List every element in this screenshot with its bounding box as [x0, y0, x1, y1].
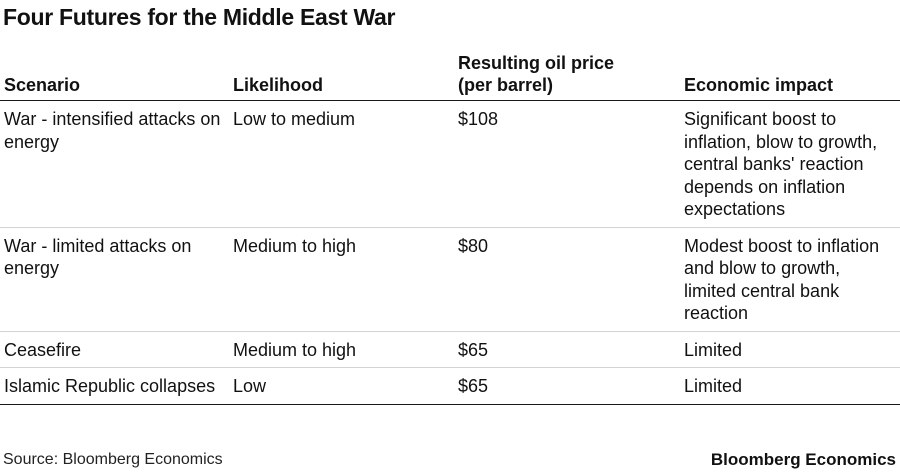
cell-oil-price: $108: [454, 100, 680, 228]
cell-scenario: War - intensified attacks on energy: [0, 100, 229, 228]
cell-likelihood: Low: [229, 367, 454, 405]
table-row: War - intensified attacks on energy Low …: [0, 100, 900, 228]
cell-economic-impact: Significant boost to inflation, blow to …: [680, 100, 900, 228]
cell-oil-price: $80: [454, 227, 680, 332]
cell-economic-impact: Limited: [680, 331, 900, 368]
cell-oil-price: $65: [454, 367, 680, 405]
header-scenario: Scenario: [0, 46, 229, 101]
table-row: Ceasefire Medium to high $65 Limited: [0, 331, 900, 368]
page-title: Four Futures for the Middle East War: [3, 4, 396, 30]
scenario-table: Scenario Likelihood Resulting oil price …: [0, 46, 900, 405]
cell-economic-impact: Modest boost to inflation and blow to gr…: [680, 227, 900, 332]
header-economic-impact: Economic impact: [680, 46, 900, 101]
cell-economic-impact: Limited: [680, 367, 900, 405]
cell-likelihood: Medium to high: [229, 227, 454, 332]
header-oil-price: Resulting oil price (per barrel): [454, 46, 680, 101]
source-note: Source: Bloomberg Economics: [3, 451, 223, 468]
cell-scenario: Islamic Republic collapses: [0, 367, 229, 405]
table-header-row: Scenario Likelihood Resulting oil price …: [0, 46, 900, 101]
cell-scenario: Ceasefire: [0, 331, 229, 368]
brand-logo: Bloomberg Economics: [710, 450, 896, 469]
table-row: Islamic Republic collapses Low $65 Limit…: [0, 367, 900, 405]
cell-scenario: War - limited attacks on energy: [0, 227, 229, 332]
cell-likelihood: Low to medium: [229, 100, 454, 228]
table-row: War - limited attacks on energy Medium t…: [0, 227, 900, 332]
header-likelihood: Likelihood: [229, 46, 454, 101]
cell-likelihood: Medium to high: [229, 331, 454, 368]
cell-oil-price: $65: [454, 331, 680, 368]
